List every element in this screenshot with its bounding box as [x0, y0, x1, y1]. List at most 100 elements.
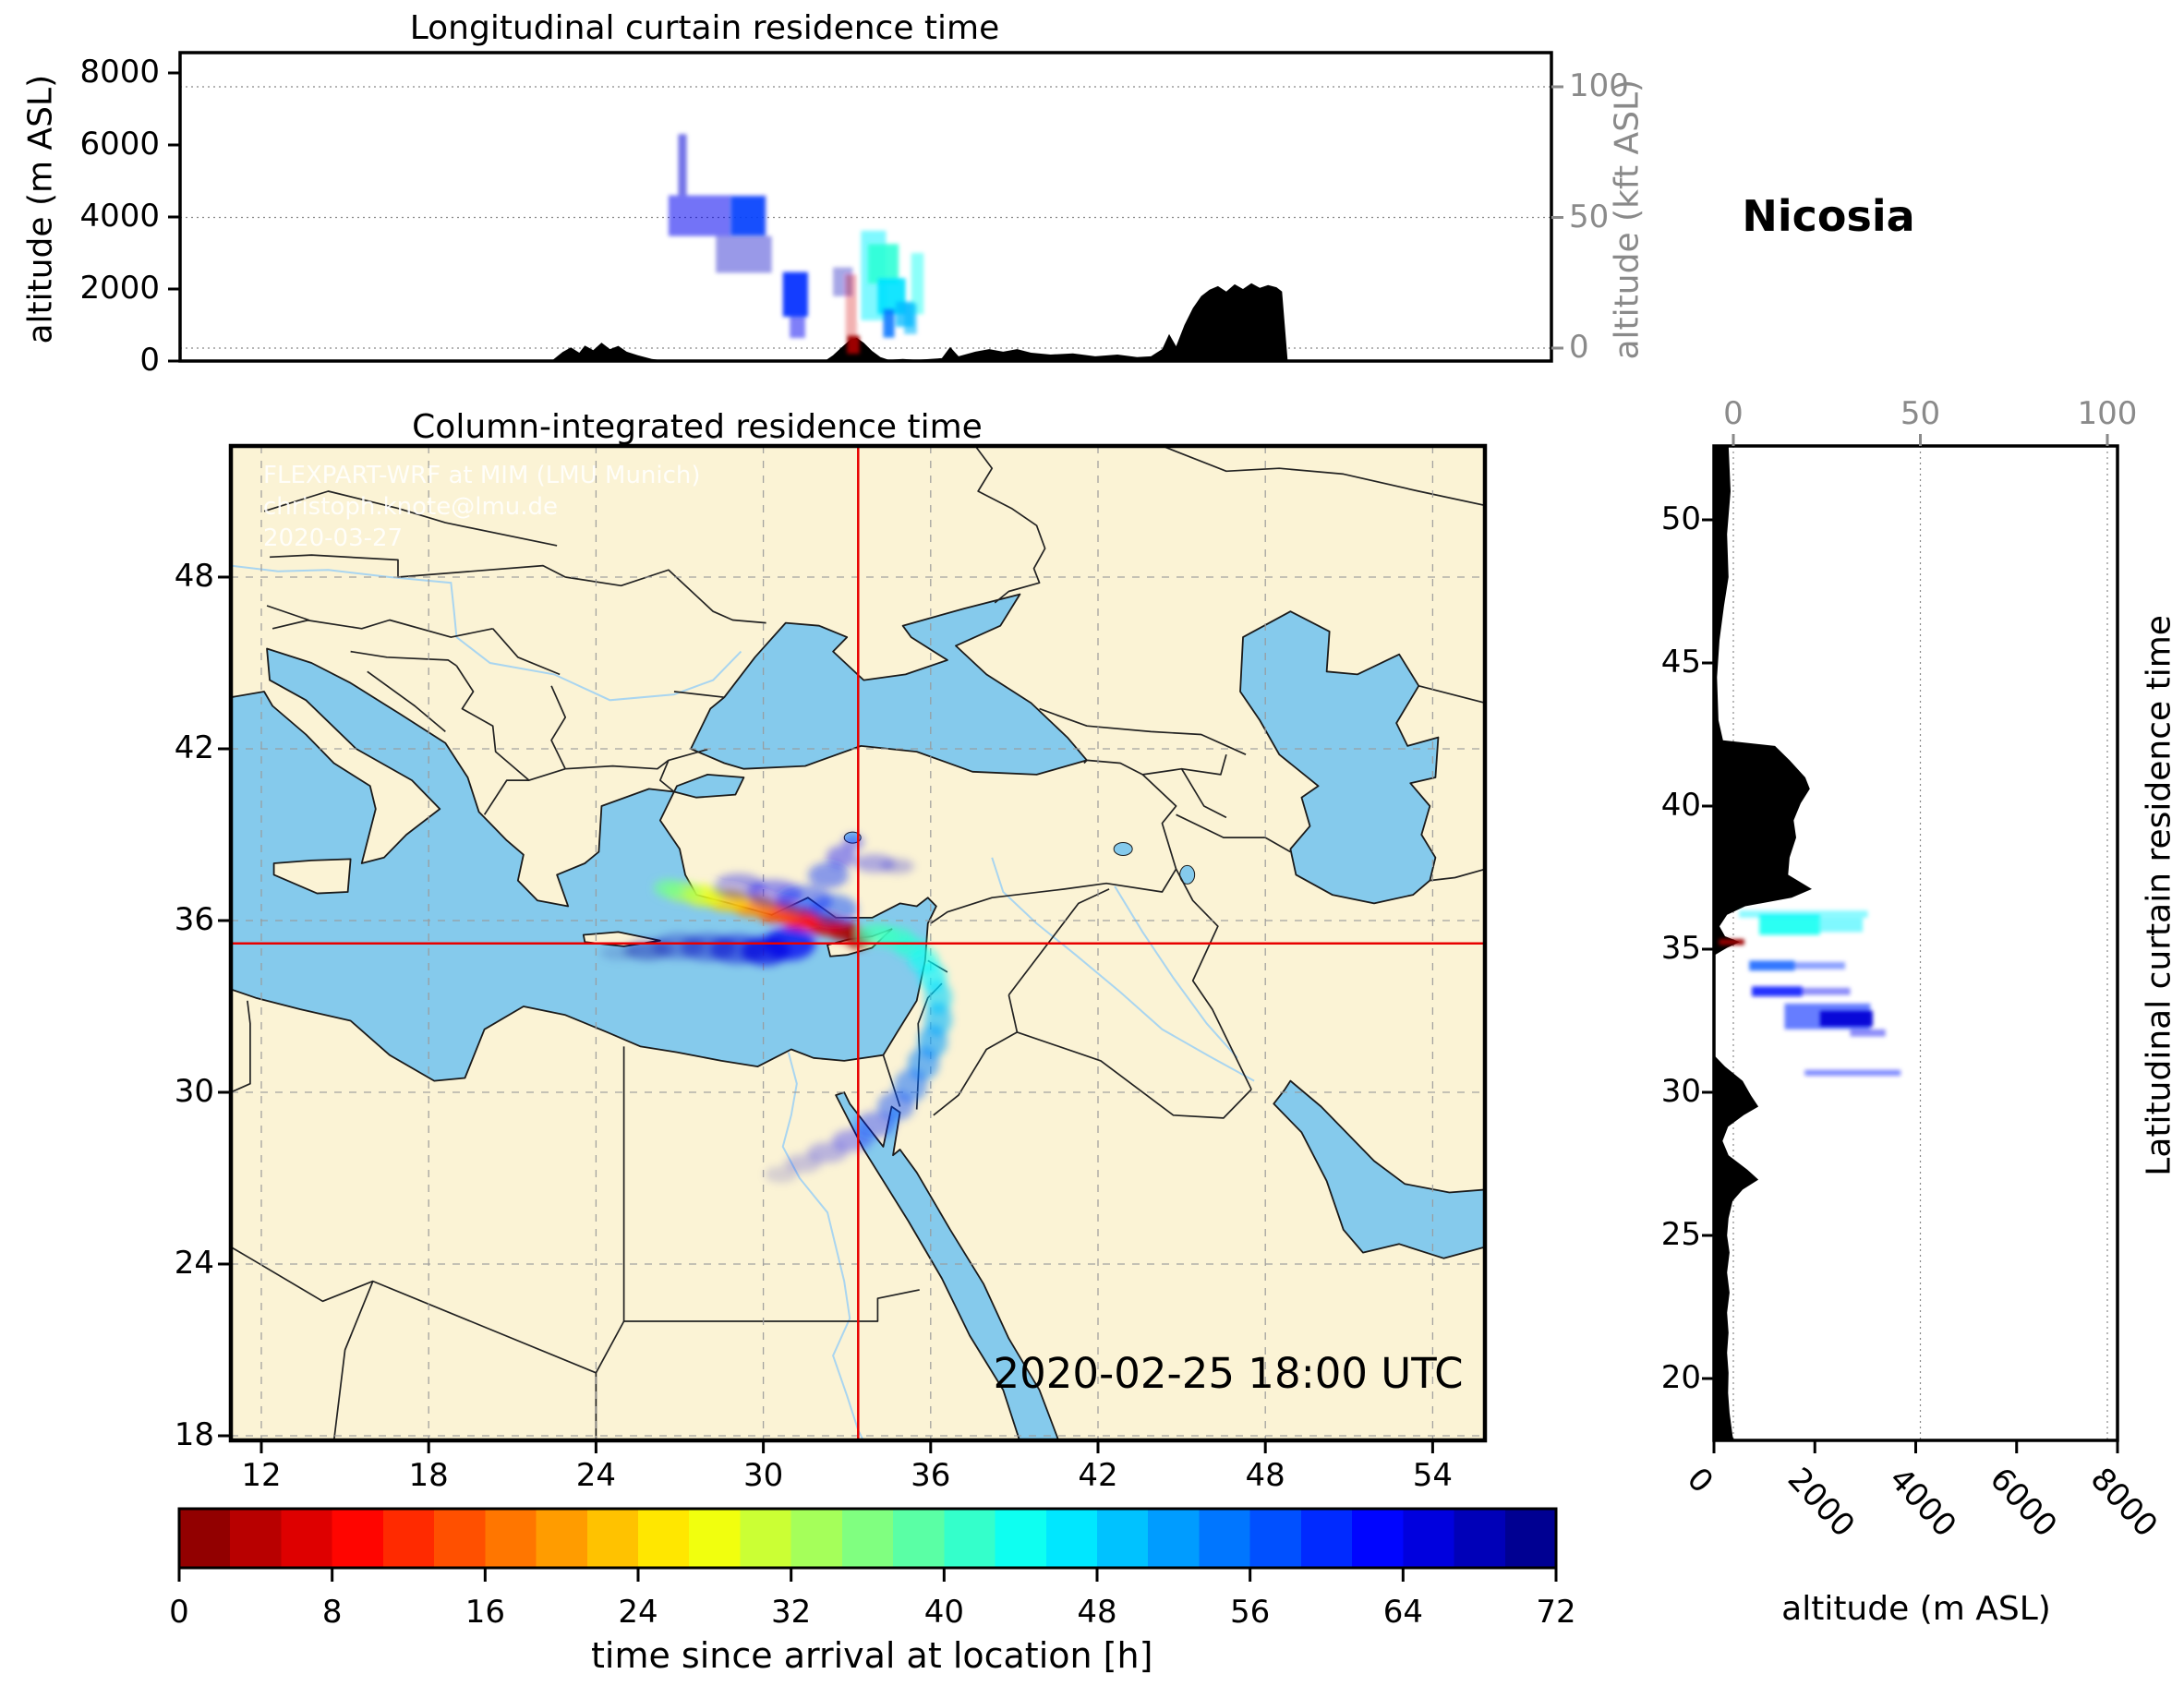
- map-panel: [218, 443, 1488, 1453]
- country-border: [270, 554, 566, 578]
- map-lon-tick: 36: [911, 1457, 951, 1494]
- longitudinal-ytick: 6000: [79, 126, 160, 163]
- country-border: [332, 1281, 374, 1440]
- map-lon-tick: 42: [1078, 1457, 1118, 1494]
- latitudinal-lat-tick: 40: [1660, 787, 1701, 824]
- country-border: [1430, 868, 1485, 882]
- country-border: [565, 748, 708, 770]
- map-datetime-label: 2020-02-25 18:00 UTC: [993, 1349, 1464, 1398]
- country-border: [933, 1031, 1018, 1116]
- river-tigris: [1114, 885, 1238, 1059]
- country-border: [930, 774, 1177, 924]
- longitudinal-kft-tick: 100: [1569, 67, 1629, 104]
- country-border: [306, 619, 493, 638]
- country-border: [673, 691, 725, 699]
- country-border: [550, 685, 567, 770]
- latitudinal-lat-tick: 50: [1660, 500, 1701, 537]
- lake: [1113, 842, 1133, 856]
- country-border: [623, 1289, 920, 1322]
- latitudinal-lat-tick: 25: [1660, 1216, 1701, 1253]
- map-lon-tick: 54: [1412, 1457, 1454, 1494]
- country-border: [1162, 446, 1485, 507]
- country-border: [1180, 768, 1227, 819]
- map-lat-tick: 36: [174, 901, 214, 938]
- country-border: [974, 446, 1046, 604]
- map-panel-title: Column-integrated residence time: [412, 408, 983, 446]
- map-lat-tick: 42: [174, 729, 214, 766]
- sea-marmara: [673, 774, 745, 799]
- sea-mediterranean: [231, 647, 937, 1082]
- country-border: [231, 1000, 251, 1093]
- country-border: [455, 665, 530, 781]
- latitudinal-residence-cells: [1719, 910, 1901, 1077]
- country-border: [565, 569, 766, 624]
- country-border: [1017, 1031, 1252, 1119]
- country-border: [659, 760, 675, 793]
- latitudinal-kft-tick: 100: [2077, 395, 2138, 432]
- sea-caspian: [1239, 610, 1440, 905]
- country-border: [1086, 753, 1227, 776]
- map-lon-tick: 12: [241, 1457, 282, 1494]
- watermark-line1: FLEXPART-WRF at MIM (LMU Munich): [263, 462, 701, 489]
- latitudinal-lat-tick: 45: [1660, 644, 1701, 680]
- colorbar-tick: 72: [1536, 1594, 1576, 1631]
- island-sicily: [272, 858, 352, 895]
- map-lon-tick: 18: [408, 1457, 449, 1494]
- longitudinal-terrain-profile: [180, 283, 1551, 361]
- river-nile: [781, 1052, 864, 1440]
- colorbar-tick: 0: [169, 1594, 189, 1631]
- colorbar-tick: 56: [1230, 1594, 1271, 1631]
- country-border: [483, 767, 566, 815]
- colorbar-tick: 8: [321, 1594, 343, 1631]
- colorbar-tick: 64: [1382, 1594, 1423, 1631]
- latitudinal-kft-tick: 0: [1723, 395, 1744, 432]
- country-border: [1083, 759, 1088, 765]
- country-border: [367, 670, 446, 733]
- map-lat-tick: 30: [174, 1073, 214, 1110]
- longitudinal-ytick: 0: [139, 342, 160, 379]
- watermark-line3: 2020-03-27: [263, 524, 404, 552]
- latitudinal-panel-title: Latitudinal curtain residence time: [2140, 615, 2178, 1176]
- longitudinal-ytick: 8000: [79, 54, 160, 90]
- longitudinal-curtain-panel: [168, 51, 1563, 363]
- country-border: [263, 490, 558, 547]
- map-lat-tick: 18: [174, 1416, 214, 1453]
- map-lat-tick: 24: [174, 1245, 214, 1282]
- country-border: [266, 605, 310, 630]
- longitudinal-yaxis-label: altitude (m ASL): [21, 74, 60, 344]
- country-border: [231, 1246, 597, 1374]
- longitudinal-kft-tick: 50: [1569, 198, 1610, 235]
- longitudinal-kft-tick: 0: [1569, 329, 1589, 366]
- latitudinal-terrain-profile: [1714, 446, 1812, 1440]
- river-danube: [231, 564, 742, 702]
- country-border: [1008, 994, 1019, 1033]
- map-lat-tick: 48: [174, 558, 214, 595]
- latitudinal-lat-tick: 20: [1660, 1359, 1701, 1396]
- colorbar: [177, 1507, 1558, 1582]
- sea-red_sea: [835, 1091, 1060, 1440]
- country-border: [1175, 868, 1252, 1090]
- colorbar-tick: 16: [465, 1594, 505, 1631]
- colorbar-tick: 24: [618, 1594, 658, 1631]
- latitudinal-lat-tick: 30: [1660, 1073, 1701, 1110]
- latitudinal-kft-tick: 50: [1900, 395, 1941, 432]
- latitudinal-curtain-panel: [1702, 434, 2119, 1453]
- latitudinal-lat-tick: 35: [1660, 930, 1701, 967]
- map-lon-tick: 30: [742, 1457, 784, 1494]
- map-lon-tick: 24: [575, 1457, 617, 1494]
- river-euphrates: [991, 857, 1255, 1082]
- colorbar-tick: 32: [771, 1594, 812, 1631]
- watermark-line2: christoph.knote@lmu.de: [263, 493, 559, 521]
- country-border: [1176, 813, 1291, 853]
- country-border: [1039, 707, 1247, 755]
- longitudinal-residence-cells: [668, 134, 924, 355]
- colorbar-tick: 48: [1077, 1594, 1117, 1631]
- colorbar-tick: 40: [923, 1594, 964, 1631]
- map-lon-tick: 48: [1245, 1457, 1285, 1494]
- sea-persian_gulf: [1273, 1079, 1485, 1259]
- sea-black_sea: [690, 593, 1088, 776]
- latitudinal-xaxis-label: altitude (m ASL): [1781, 1590, 2051, 1628]
- country-border: [492, 628, 561, 676]
